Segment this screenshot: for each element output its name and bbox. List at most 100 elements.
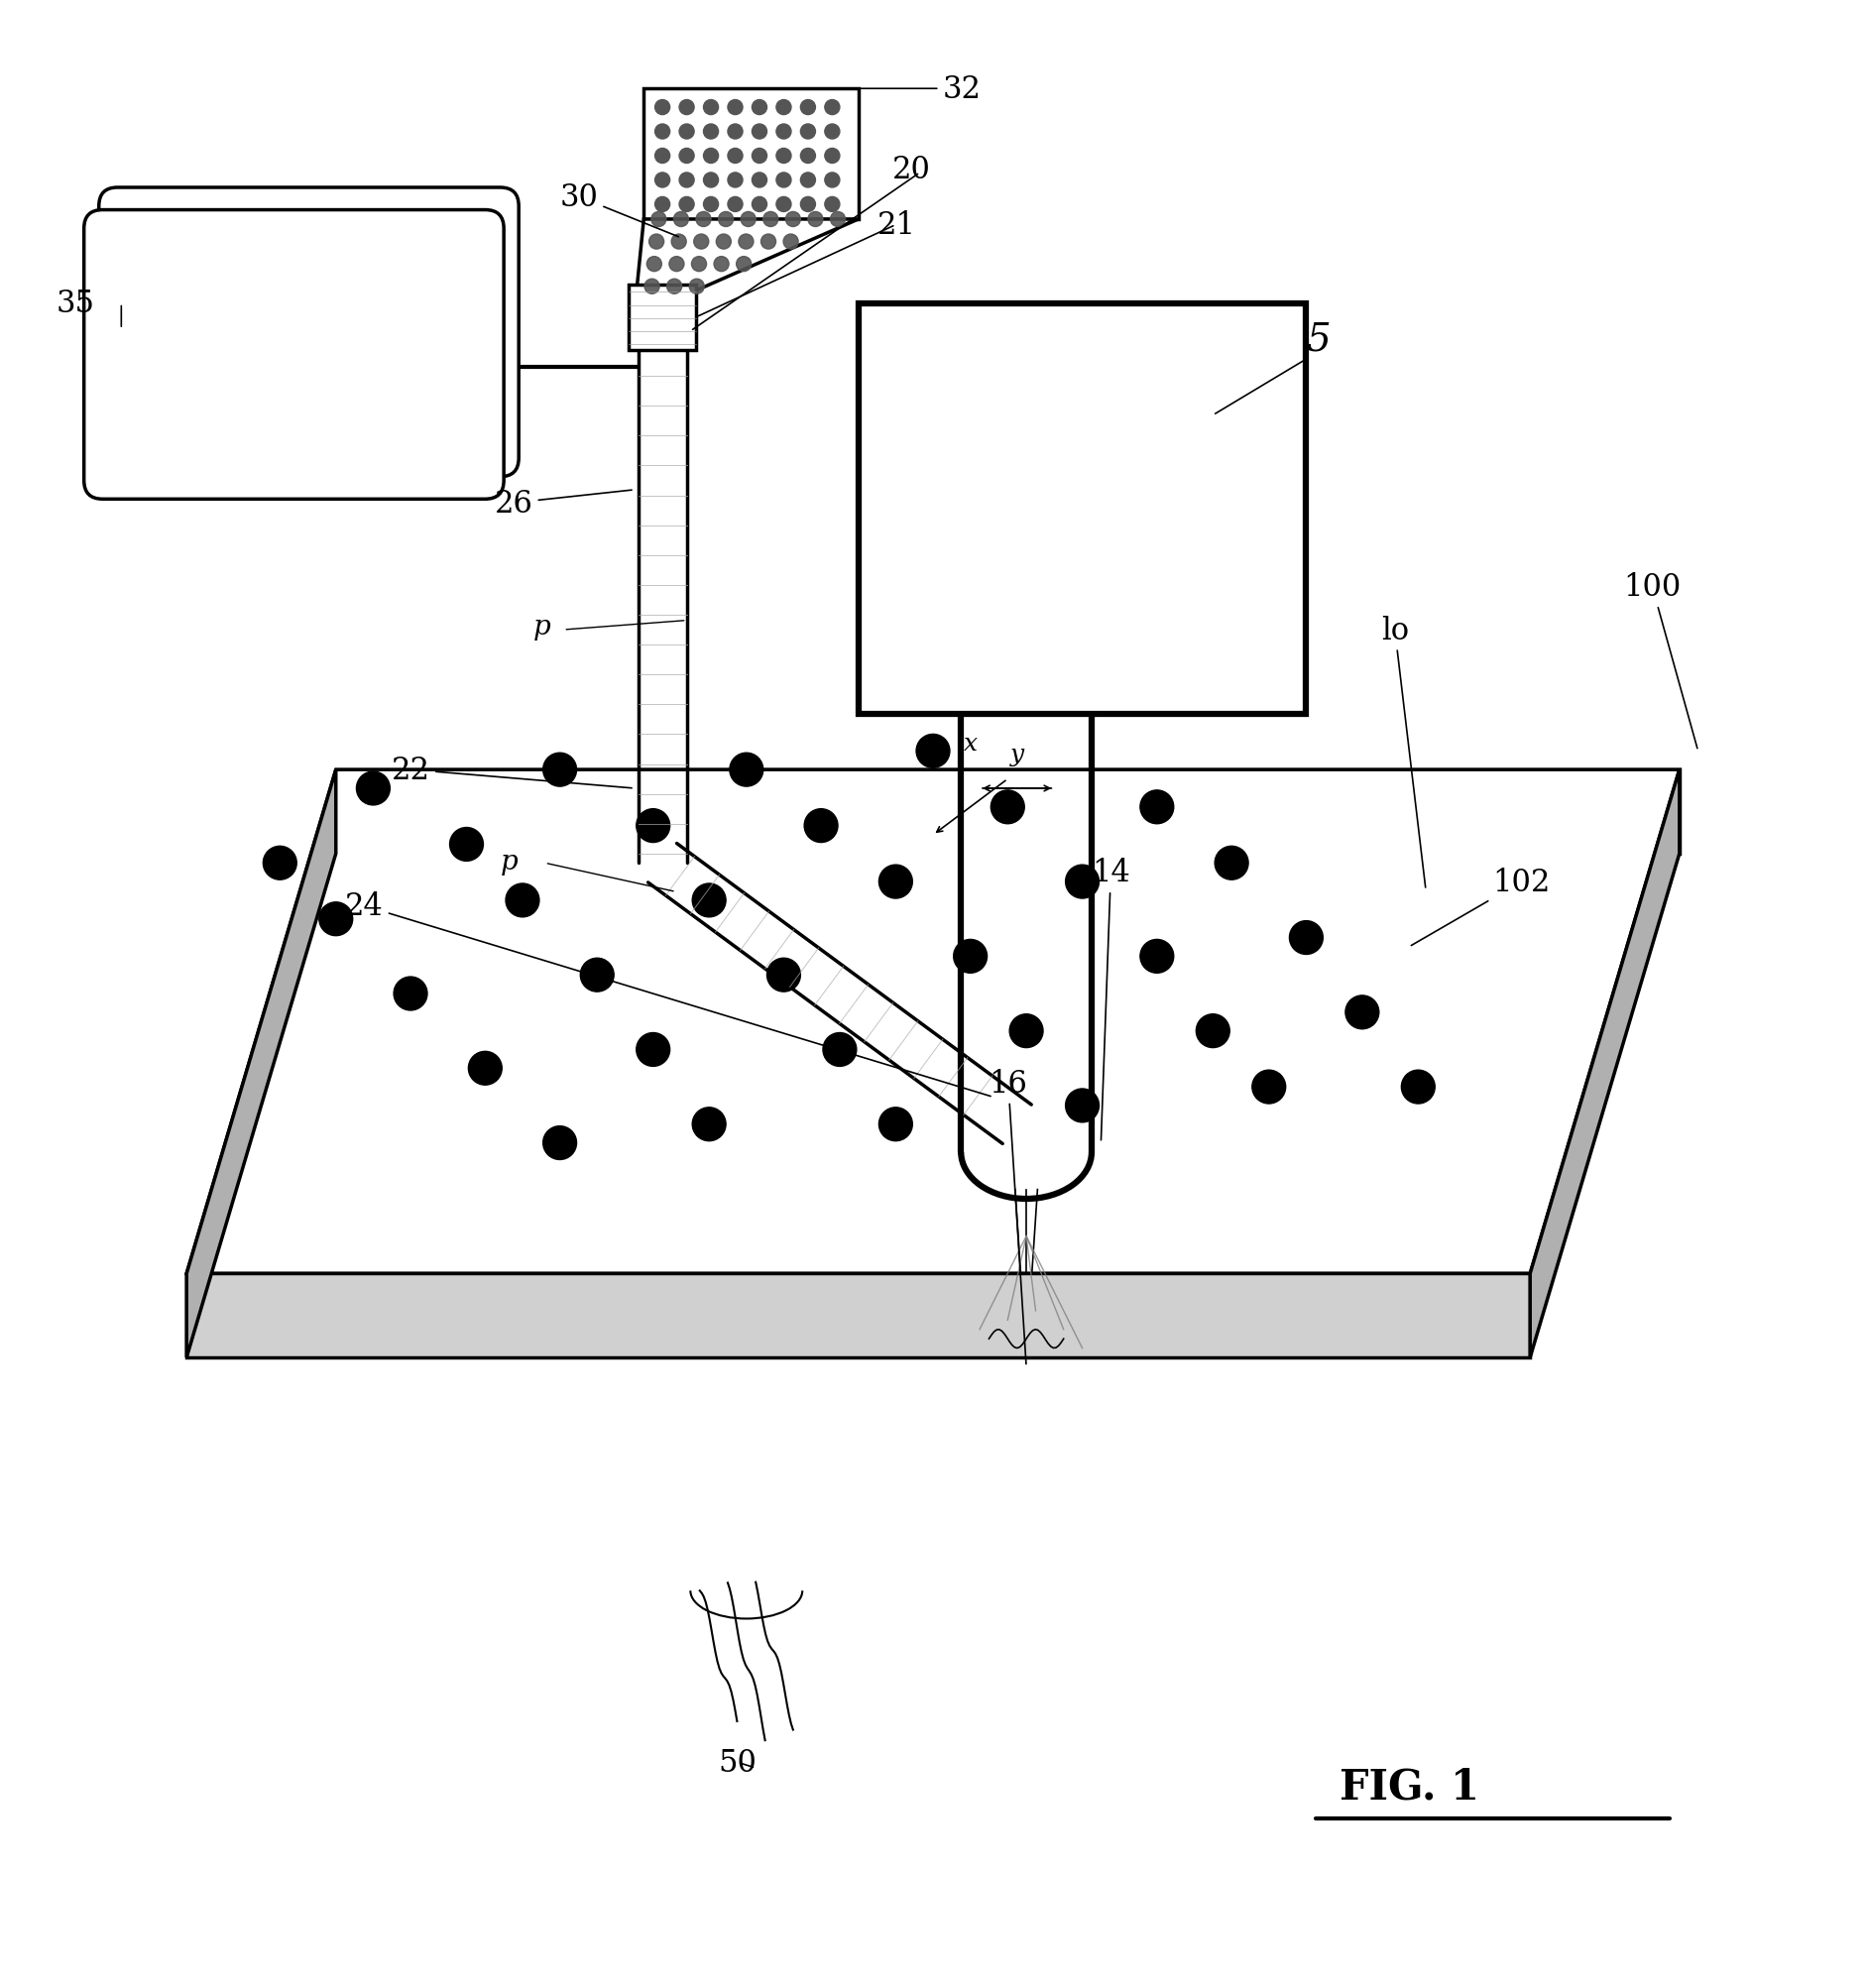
Circle shape — [644, 280, 659, 294]
Circle shape — [767, 958, 801, 992]
Circle shape — [506, 885, 539, 918]
Circle shape — [655, 149, 670, 165]
Circle shape — [1065, 865, 1099, 899]
Circle shape — [703, 197, 718, 213]
Polygon shape — [187, 769, 1679, 1274]
Text: 102: 102 — [1411, 867, 1551, 946]
Text: 32: 32 — [797, 74, 982, 105]
Circle shape — [670, 256, 685, 272]
Circle shape — [752, 173, 767, 189]
Polygon shape — [187, 1274, 1530, 1358]
Circle shape — [752, 197, 767, 213]
Circle shape — [776, 149, 791, 165]
Circle shape — [468, 1052, 502, 1085]
Circle shape — [703, 149, 718, 165]
Circle shape — [784, 235, 799, 250]
Circle shape — [739, 235, 754, 250]
Circle shape — [823, 1034, 856, 1068]
Circle shape — [703, 101, 718, 115]
Circle shape — [696, 213, 711, 227]
Text: p: p — [534, 612, 550, 640]
Circle shape — [954, 940, 987, 974]
Circle shape — [263, 847, 297, 881]
Circle shape — [679, 197, 694, 213]
Circle shape — [761, 235, 776, 250]
Circle shape — [801, 173, 815, 189]
Circle shape — [752, 125, 767, 139]
Text: 22: 22 — [392, 755, 633, 789]
Circle shape — [580, 958, 614, 992]
Circle shape — [674, 213, 689, 227]
Circle shape — [679, 101, 694, 115]
Circle shape — [636, 1034, 670, 1068]
Circle shape — [666, 280, 681, 294]
Circle shape — [801, 149, 815, 165]
Circle shape — [692, 885, 726, 918]
Circle shape — [672, 235, 687, 250]
Circle shape — [801, 197, 815, 213]
Circle shape — [648, 256, 662, 272]
Circle shape — [825, 149, 840, 165]
Circle shape — [801, 101, 815, 115]
Text: y: y — [1010, 744, 1024, 767]
Circle shape — [692, 256, 707, 272]
Circle shape — [730, 753, 763, 787]
Circle shape — [655, 173, 670, 189]
Circle shape — [717, 235, 731, 250]
Circle shape — [703, 125, 718, 139]
Circle shape — [879, 1107, 912, 1141]
Bar — [644, 89, 858, 221]
Text: 24: 24 — [345, 891, 991, 1097]
Text: 21: 21 — [877, 211, 916, 241]
Text: p: p — [500, 849, 517, 875]
Circle shape — [801, 125, 815, 139]
Circle shape — [655, 197, 670, 213]
Circle shape — [728, 197, 743, 213]
FancyBboxPatch shape — [84, 211, 504, 499]
Circle shape — [715, 256, 730, 272]
Circle shape — [825, 197, 840, 213]
Text: 35: 35 — [56, 288, 95, 320]
Text: FIG. 1: FIG. 1 — [1340, 1765, 1480, 1807]
Circle shape — [776, 125, 791, 139]
Circle shape — [718, 213, 733, 227]
Circle shape — [752, 149, 767, 165]
Circle shape — [825, 101, 840, 115]
Text: lo: lo — [1381, 614, 1426, 889]
Circle shape — [916, 736, 950, 767]
Text: 26: 26 — [494, 489, 633, 519]
Circle shape — [1196, 1014, 1230, 1048]
Circle shape — [649, 235, 664, 250]
Circle shape — [655, 101, 670, 115]
Circle shape — [679, 125, 694, 139]
Circle shape — [394, 978, 427, 1010]
Circle shape — [356, 771, 390, 805]
Circle shape — [1140, 940, 1174, 974]
Bar — [858, 304, 1306, 714]
Circle shape — [1215, 847, 1248, 881]
Circle shape — [825, 173, 840, 189]
Polygon shape — [336, 769, 1679, 855]
Circle shape — [319, 903, 353, 936]
Circle shape — [1140, 791, 1174, 825]
Polygon shape — [636, 221, 858, 294]
Circle shape — [679, 173, 694, 189]
Circle shape — [752, 101, 767, 115]
Circle shape — [737, 256, 752, 272]
Circle shape — [763, 213, 778, 227]
Polygon shape — [187, 769, 336, 1358]
Circle shape — [689, 280, 703, 294]
Circle shape — [694, 235, 709, 250]
Circle shape — [543, 753, 577, 787]
Circle shape — [741, 213, 756, 227]
Text: 100: 100 — [1623, 573, 1698, 749]
Circle shape — [879, 865, 912, 899]
Circle shape — [679, 149, 694, 165]
Circle shape — [1289, 920, 1323, 954]
Circle shape — [636, 809, 670, 843]
Text: x: x — [963, 732, 978, 755]
Text: 5: 5 — [1306, 322, 1330, 358]
Text: 50: 50 — [718, 1747, 758, 1777]
Circle shape — [655, 125, 670, 139]
Circle shape — [1345, 996, 1379, 1030]
